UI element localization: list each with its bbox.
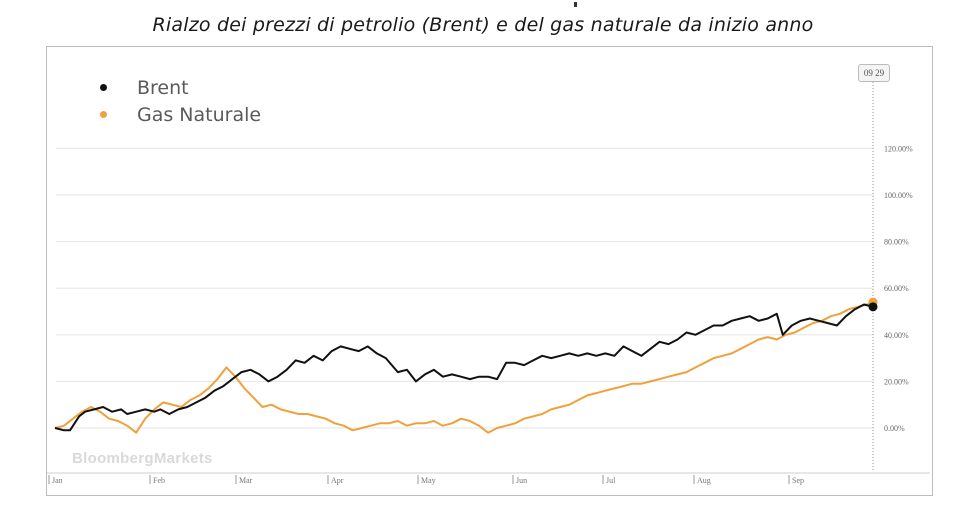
y-tick-label: 80.00% bbox=[884, 238, 909, 247]
chart-frame bbox=[46, 46, 933, 496]
x-tick-label: Jan bbox=[52, 476, 63, 485]
x-tick-label: Apr bbox=[331, 476, 344, 485]
legend: Brent Gas Naturale bbox=[100, 74, 261, 128]
y-tick-label: 20.00% bbox=[884, 377, 909, 386]
x-tick-label: Jul bbox=[606, 476, 616, 485]
date-badge: 09 29 bbox=[858, 64, 890, 82]
y-tick-label: 100.00% bbox=[884, 191, 913, 200]
legend-item-gas: Gas Naturale bbox=[100, 101, 261, 128]
x-tick-label: Sep bbox=[792, 476, 804, 485]
chart-title: Rialzo dei prezzi di petrolio (Brent) e … bbox=[152, 14, 814, 36]
y-tick-label: 0.00% bbox=[884, 424, 905, 433]
x-tick-label: Jun bbox=[516, 476, 527, 485]
legend-label-gas: Gas Naturale bbox=[137, 103, 262, 126]
series-endpoint-brent bbox=[868, 302, 878, 312]
legend-item-brent: Brent bbox=[100, 74, 261, 101]
legend-swatch-brent bbox=[100, 84, 107, 91]
series-line-gas bbox=[54, 301, 874, 434]
x-tick-label: Aug bbox=[697, 476, 711, 485]
legend-label-brent: Brent bbox=[137, 76, 189, 99]
y-tick-label: 60.00% bbox=[884, 284, 909, 293]
legend-swatch-gas bbox=[100, 111, 107, 118]
x-tick-label: May bbox=[421, 476, 436, 485]
x-tick-label: Mar bbox=[239, 476, 253, 485]
y-tick-label: 120.00% bbox=[884, 144, 913, 153]
title-fragment-mark bbox=[574, 2, 577, 7]
x-tick-label: Feb bbox=[153, 476, 165, 485]
series-line-brent bbox=[54, 303, 874, 432]
bloomberg-watermark: BloombergMarkets bbox=[72, 450, 213, 467]
y-tick-label: 40.00% bbox=[884, 331, 909, 340]
